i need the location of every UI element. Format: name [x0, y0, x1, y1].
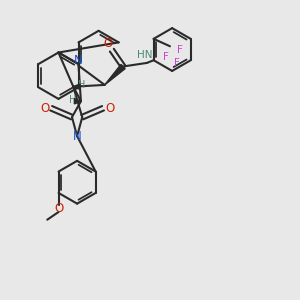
Text: O: O: [54, 202, 63, 215]
Text: H: H: [69, 95, 76, 105]
Text: N: N: [73, 130, 82, 143]
Polygon shape: [105, 64, 125, 85]
Text: F: F: [175, 58, 180, 68]
Text: O: O: [103, 37, 113, 50]
Text: HN: HN: [137, 50, 152, 60]
Text: O: O: [105, 102, 114, 115]
Text: N: N: [74, 54, 83, 67]
Polygon shape: [73, 84, 80, 89]
Polygon shape: [74, 99, 81, 104]
Text: F: F: [177, 45, 183, 55]
Text: F: F: [164, 52, 169, 62]
Text: O: O: [40, 102, 49, 115]
Text: H: H: [78, 80, 85, 90]
